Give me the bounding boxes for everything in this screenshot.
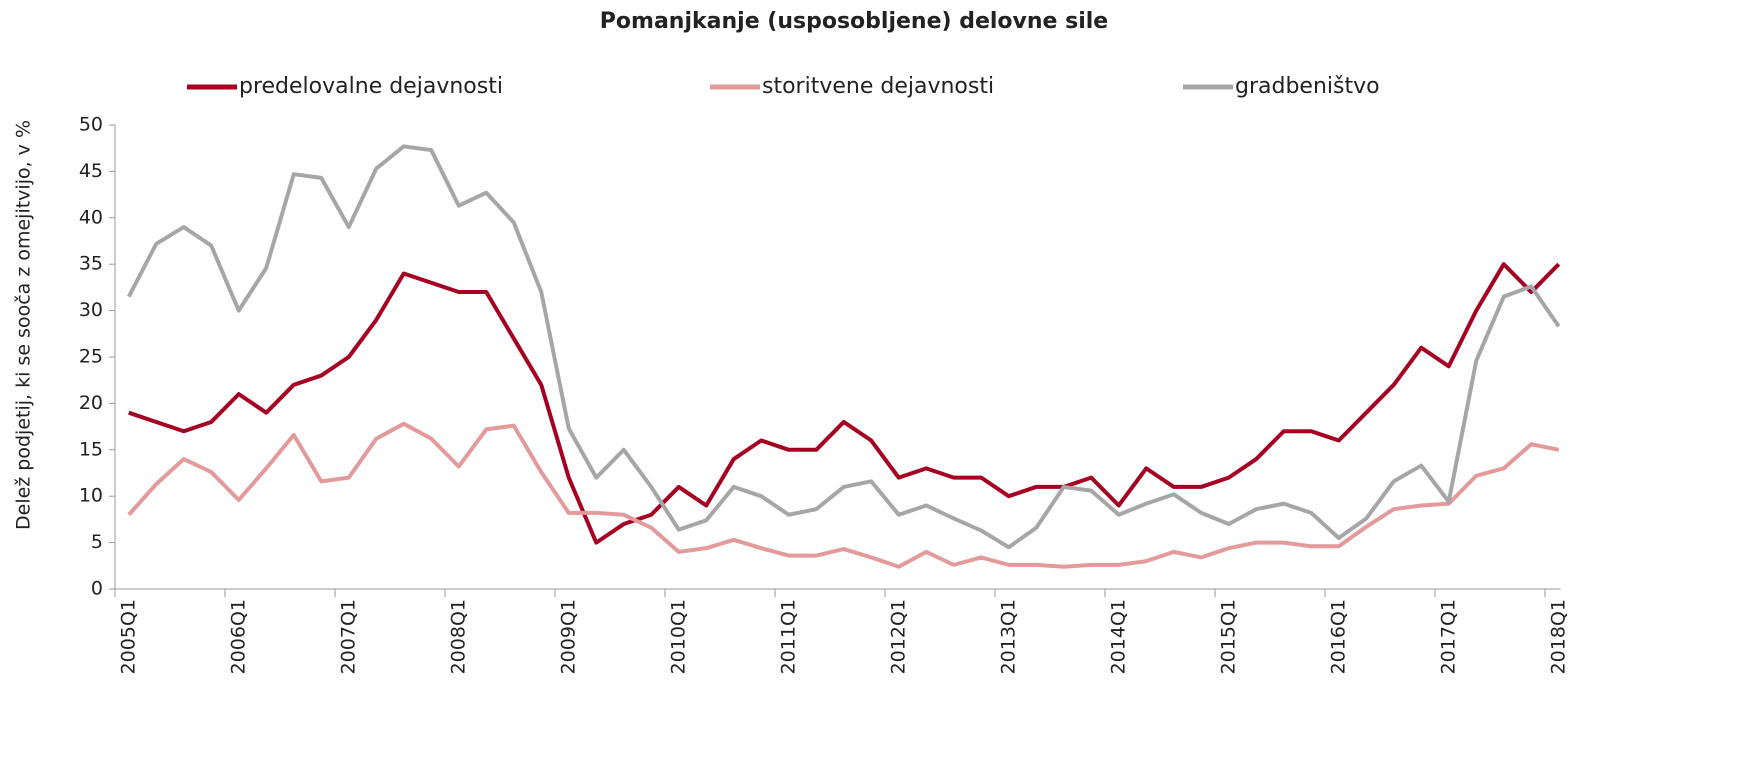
x-tick-label: 2018Q1 (1547, 599, 1569, 674)
legend-label: predelovalne dejavnosti (239, 74, 503, 99)
x-tick-label: 2009Q1 (557, 599, 579, 674)
x-tick-label: 2017Q1 (1437, 599, 1459, 674)
chart-title: Pomanjkanje (usposobljene) delovne sile (600, 9, 1108, 34)
x-tick-label: 2013Q1 (997, 599, 1019, 674)
y-tick-label: 30 (79, 299, 103, 321)
y-axis-label: Delež podjetij, ki se sooča z omejitvijo… (13, 120, 35, 530)
x-tick-label: 2014Q1 (1107, 599, 1129, 674)
series-line (127, 421, 1560, 569)
x-tick-label: 2012Q1 (887, 599, 909, 674)
y-tick-label: 25 (79, 346, 103, 368)
y-tick-label: 45 (79, 160, 103, 182)
x-tick-label: 2016Q1 (1327, 599, 1349, 674)
series-line (128, 262, 1561, 545)
y-tick-label: 5 (91, 531, 103, 553)
y-tick-label: 0 (91, 578, 103, 600)
y-tick-label: 15 (79, 438, 103, 460)
legend-label: storitvene dejavnosti (762, 74, 994, 99)
y-tick-label: 40 (79, 206, 103, 228)
x-tick-label: 2010Q1 (667, 599, 689, 674)
x-tick-label: 2011Q1 (777, 599, 799, 674)
x-tick-label: 2007Q1 (337, 599, 359, 674)
y-tick-label: 20 (79, 392, 103, 414)
legend-label: gradbeništvo (1235, 74, 1380, 99)
x-tick-label: 2015Q1 (1217, 599, 1239, 674)
x-tick-label: 2005Q1 (117, 599, 139, 674)
x-tick-label: 2008Q1 (447, 599, 469, 674)
y-tick-label: 35 (79, 253, 103, 275)
series-line (126, 144, 1561, 550)
y-tick-label: 50 (79, 114, 103, 136)
x-tick-label: 2006Q1 (227, 599, 249, 674)
y-tick-label: 10 (79, 485, 103, 507)
